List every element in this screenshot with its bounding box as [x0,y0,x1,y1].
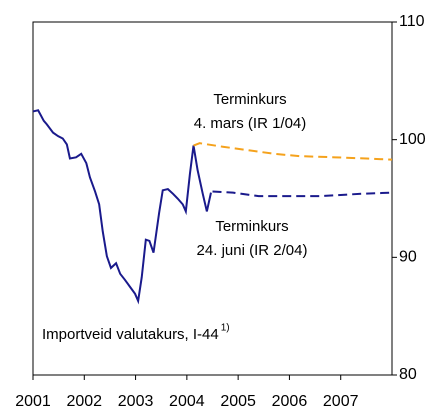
annotation: Terminkurs [213,91,286,108]
x-tick-label: 2001 [15,393,51,410]
annotation: Terminkurs [215,218,288,235]
series-line [193,142,393,161]
series-line [212,190,393,198]
x-tick-label: 2003 [118,393,154,410]
x-tick-label: 2006 [272,393,308,410]
y-tick-label: 80 [399,366,417,383]
x-tick-label: 2004 [169,393,205,410]
series-line [32,109,212,305]
y-tick-label: 110 [399,13,425,30]
y-tick-label: 90 [399,249,417,266]
annotation: 4. mars (IR 1/04) [194,115,307,132]
x-tick-label: 2002 [66,393,102,410]
x-tick-label: 2007 [323,393,359,410]
plot-frame [32,21,393,376]
annotation: 24. juni (IR 2/04) [197,242,308,259]
annotation: 1) [221,323,230,334]
y-tick-label: 100 [399,131,426,148]
x-tick-label: 2005 [220,393,256,410]
annotation: Importveid valutakurs, I-44 [42,326,219,343]
